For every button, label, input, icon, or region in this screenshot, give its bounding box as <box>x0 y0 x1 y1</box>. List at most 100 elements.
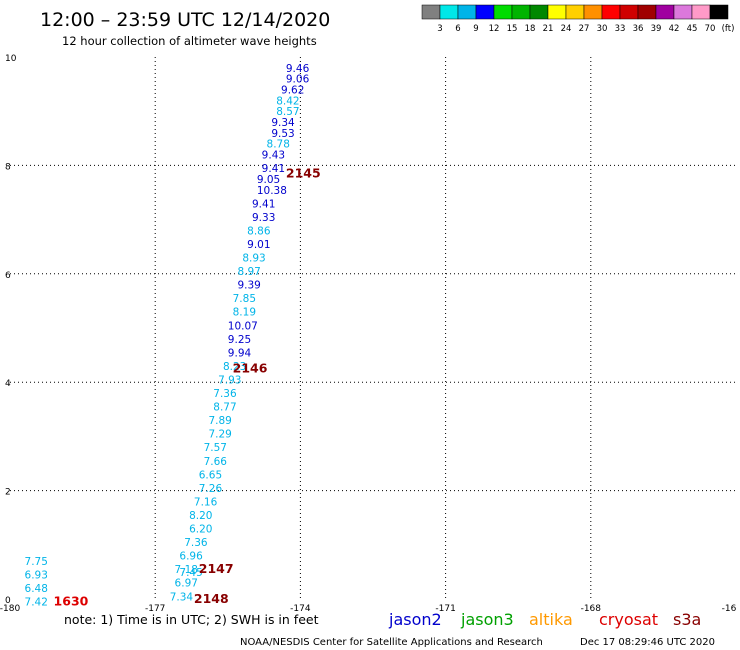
wave-height-point: 6.97 <box>175 578 198 590</box>
pass-time-label: 2145 <box>286 166 321 181</box>
wave-height-point: 9.43 <box>262 150 285 162</box>
chart-title: 12:00 – 23:59 UTC 12/14/2020 <box>40 9 330 31</box>
wave-height-point: 6.65 <box>199 469 222 481</box>
wave-height-point: 6.93 <box>25 570 48 582</box>
wave-height-point: 7.85 <box>233 293 256 305</box>
y-tick-label: 8 <box>5 162 11 172</box>
footer-note: note: 1) Time is in UTC; 2) SWH is in fe… <box>64 612 319 627</box>
satellite-legend: jason2 jason3 altika cryosat s3a <box>388 610 701 629</box>
wave-height-point: 9.34 <box>271 117 295 129</box>
wave-height-point: 8.78 <box>267 139 290 151</box>
wave-height-point: 9.62 <box>281 85 304 97</box>
color-scale-label: 42 <box>669 24 680 34</box>
color-scale-label: 70 <box>705 24 716 34</box>
wave-height-point: 8.57 <box>276 106 299 118</box>
wave-height-point: 7.36 <box>213 388 237 400</box>
color-scale-swatch <box>637 4 657 20</box>
color-scale-swatch <box>493 4 513 20</box>
wave-height-point: 9.41 <box>262 163 285 175</box>
color-scale-swatch <box>583 4 603 20</box>
wave-height-point: 8.42 <box>276 95 299 107</box>
color-scale-label: (ft) <box>722 24 735 34</box>
wave-height-point: 7.26 <box>199 483 223 495</box>
color-scale-label: 36 <box>633 24 644 34</box>
pass-time-label: 2146 <box>233 361 268 376</box>
wave-height-point: 7.16 <box>194 496 218 508</box>
y-tick-label: 6 <box>5 271 11 281</box>
color-scale-label: 18 <box>525 24 536 34</box>
color-scale-swatch <box>691 4 711 20</box>
color-scale-swatch <box>547 4 567 20</box>
wave-height-point: 8.23 <box>223 361 246 373</box>
chart-subtitle: 12 hour collection of altimeter wave hei… <box>62 34 317 48</box>
color-scale-swatch <box>511 4 531 20</box>
wave-height-point: 7.89 <box>208 415 231 427</box>
wave-height-color-scale: 3 6 9 12 15 18 21 24 27 30 33 36 39 42 45 70 (ft) <box>421 4 735 34</box>
color-scale-swatch <box>421 4 441 20</box>
color-scale-label: 15 <box>507 24 518 34</box>
wave-height-point: 6.48 <box>25 583 48 595</box>
color-scale-swatch <box>655 4 675 20</box>
pass-time-label: 2147 <box>199 561 234 576</box>
wave-height-point: 7.34 <box>170 591 194 603</box>
y-tick-label: 2 <box>5 488 11 498</box>
wave-height-point: 9.39 <box>237 280 260 292</box>
color-scale-label: 27 <box>579 24 590 34</box>
color-scale-label: 33 <box>615 24 626 34</box>
color-scale-label: 12 <box>489 24 500 34</box>
x-tick-label: -168 <box>581 604 602 614</box>
color-scale-label: 39 <box>651 24 662 34</box>
color-scale-label: 24 <box>561 24 572 34</box>
y-tick-label: 0 <box>5 596 11 606</box>
y-tick-label: 4 <box>5 379 11 389</box>
color-scale-swatch <box>601 4 621 20</box>
wave-height-point: 9.25 <box>228 334 251 346</box>
pass-time-label: 2148 <box>194 591 229 606</box>
wave-height-point: 7.29 <box>208 429 231 441</box>
pass-time-label: 1630 <box>54 594 89 609</box>
color-scale-swatch <box>457 4 477 20</box>
wave-height-point: 8.97 <box>237 266 260 278</box>
color-scale-swatch <box>673 4 693 20</box>
color-scale-label: 45 <box>687 24 698 34</box>
wave-height-point: 10.38 <box>257 185 287 197</box>
wave-height-point: 7.66 <box>204 456 228 468</box>
color-scale-swatch <box>475 4 495 20</box>
wave-height-point: 7.75 <box>25 556 48 568</box>
wave-height-point: 7.42 <box>25 597 48 609</box>
wave-height-point: 10.07 <box>228 320 258 332</box>
x-tick-label: -16 <box>722 604 737 614</box>
x-tick-label: -177 <box>145 604 165 614</box>
wave-height-point: 7.93 <box>218 374 241 386</box>
x-tick-label: -180 <box>0 604 20 614</box>
wave-height-point: 7.36 <box>184 537 208 549</box>
wave-height-point: 6.20 <box>189 524 212 536</box>
wave-height-point: 9.06 <box>286 74 310 86</box>
footer-timestamp: Dec 17 08:29:46 UTC 2020 <box>580 637 715 648</box>
wave-height-point: 9.46 <box>286 63 310 75</box>
x-axis-ticks: -180 -177 -174 -171 -168 -16 <box>0 604 737 614</box>
wave-height-point: 9.01 <box>247 239 270 251</box>
color-scale-swatch <box>439 4 459 20</box>
color-scale-label: 30 <box>597 24 608 34</box>
plot-grid <box>10 57 736 599</box>
wave-height-point: 9.33 <box>252 212 275 224</box>
y-tick-label: 10 <box>5 54 17 64</box>
color-scale-swatch <box>709 4 729 20</box>
wave-height-point: 8.20 <box>189 510 212 522</box>
satellite-legend-jason2: jason2 <box>388 610 442 629</box>
color-scale-label: 3 <box>437 24 442 34</box>
wave-height-point: 8.77 <box>213 402 236 414</box>
color-scale-swatch <box>529 4 549 20</box>
x-tick-label: -174 <box>290 604 311 614</box>
satellite-legend-altika: altika <box>529 610 573 629</box>
wave-height-point: 8.93 <box>242 253 265 265</box>
y-axis-ticks: 0 2 4 6 8 10 <box>5 54 17 606</box>
wave-height-point: 8.19 <box>233 307 256 319</box>
wave-height-labels: 9.469.069.628.428.579.349.538.789.439.41… <box>25 63 310 609</box>
wave-height-point: 7.18 <box>175 564 198 576</box>
wave-height-point: 9.53 <box>271 128 294 140</box>
wave-height-point: 6.96 <box>179 551 203 563</box>
